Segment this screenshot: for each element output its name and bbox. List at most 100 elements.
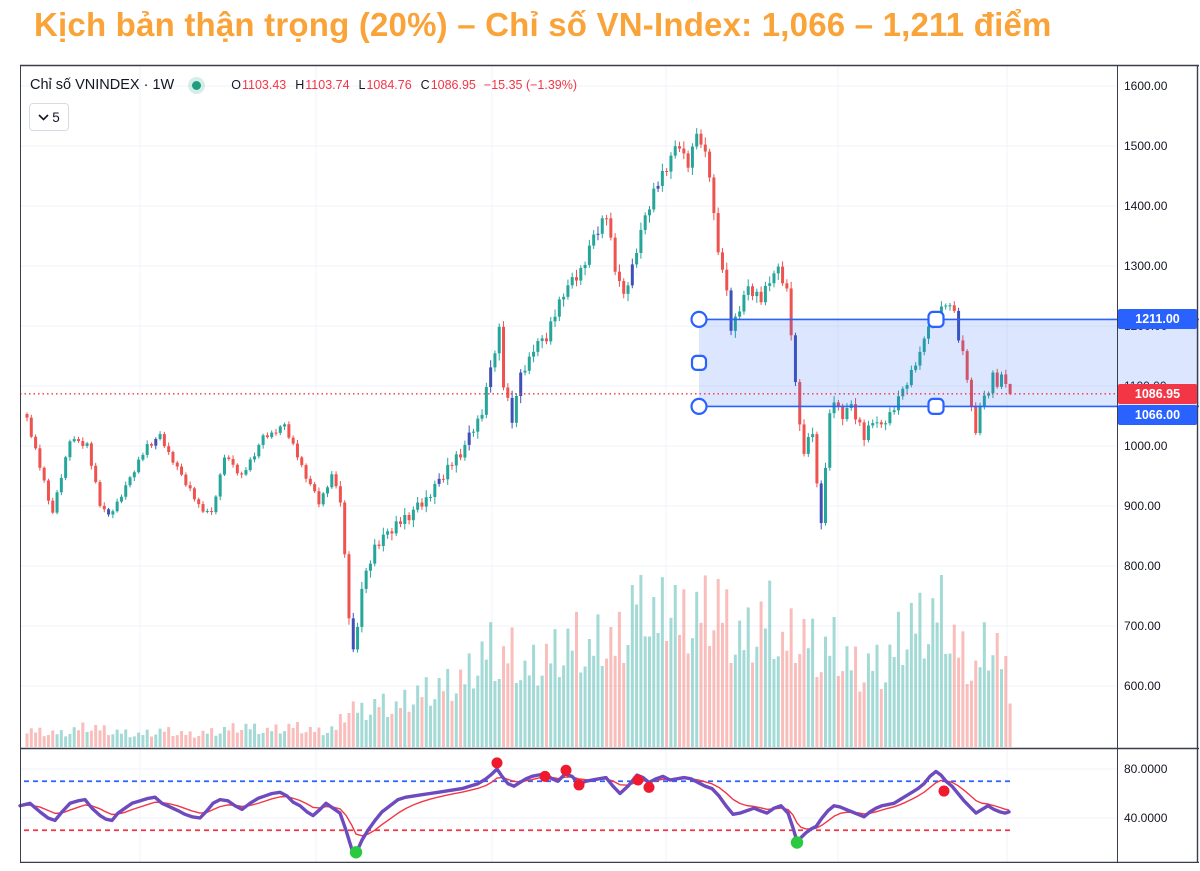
symbol-title[interactable]: Chỉ số VNINDEX · 1W	[30, 77, 175, 93]
volume-bar	[931, 598, 935, 747]
candle-body	[46, 480, 50, 501]
volume-bar	[373, 699, 377, 747]
volume-bar	[720, 622, 724, 747]
volume-bar	[115, 729, 119, 747]
candle-body	[424, 497, 428, 507]
candle-body	[905, 385, 909, 389]
y-axis-tick: 1600.00	[1124, 79, 1168, 93]
candle-body	[188, 485, 192, 489]
volume-bar	[587, 639, 591, 747]
volume-bar	[738, 620, 742, 747]
candle-body	[892, 410, 896, 413]
range-handle[interactable]	[690, 354, 708, 371]
candle-body	[1008, 383, 1012, 394]
volume-bar	[64, 736, 68, 747]
candle-body	[330, 474, 334, 488]
volume-bar	[635, 604, 639, 747]
candle-body	[167, 446, 171, 453]
candle-body	[523, 370, 527, 373]
candle-body	[506, 387, 510, 398]
candle-body	[42, 467, 46, 481]
volume-bar	[974, 660, 978, 747]
volume-bar	[751, 662, 755, 747]
candle-body	[231, 459, 235, 465]
volume-bar	[703, 575, 707, 747]
volume-bar	[480, 641, 484, 747]
volume-bar	[789, 608, 793, 747]
candle-body	[514, 395, 518, 423]
volume-bar	[862, 682, 866, 747]
volume-bar	[356, 712, 360, 747]
volume-bar	[270, 731, 274, 747]
volume-bar	[562, 665, 566, 747]
volume-bar	[540, 675, 544, 747]
volume-bar	[575, 611, 579, 747]
volume-bar	[828, 655, 832, 747]
rsi-axis-tick: 40.0000	[1124, 811, 1168, 825]
candle-body	[918, 351, 922, 366]
volume-bar	[845, 646, 849, 747]
volume-bar	[905, 649, 909, 747]
candle-body	[776, 266, 780, 274]
candle-body	[351, 618, 355, 650]
range-handle[interactable]	[927, 397, 945, 415]
volume-bar	[386, 717, 390, 747]
volume-bar	[961, 631, 965, 747]
volume-bar	[46, 734, 50, 747]
ohlc-values: O 1103.43 H 1103.74 L 1084.76 C 1086.95 −15.…	[231, 78, 577, 92]
candle-body	[798, 382, 802, 425]
series-marker-icon[interactable]	[188, 76, 206, 94]
candle-body	[377, 544, 381, 546]
volume-bar	[682, 589, 686, 747]
candle-body	[720, 252, 724, 270]
candle-body	[29, 417, 33, 437]
candle-body	[841, 406, 845, 420]
range-handle[interactable]	[927, 310, 945, 328]
volume-bar	[420, 697, 424, 747]
volume-bar	[240, 730, 244, 747]
volume-bar	[596, 614, 600, 747]
time-axis[interactable]	[20, 863, 1200, 871]
candle-body	[995, 372, 999, 387]
volume-bar	[523, 660, 527, 747]
volume-bar	[712, 630, 716, 747]
candle-body	[38, 448, 42, 468]
volume-bar	[708, 646, 712, 747]
y-axis-tick: 700.00	[1124, 619, 1161, 633]
candle-body	[982, 395, 986, 406]
range-handle[interactable]	[690, 397, 708, 415]
candle-body	[991, 372, 995, 394]
candle-body	[171, 452, 175, 463]
candle-body	[364, 570, 368, 589]
candle-body	[326, 487, 330, 494]
volume-bar	[888, 644, 892, 747]
candle-body	[557, 299, 561, 317]
candle-body	[34, 436, 38, 449]
candle-body	[25, 414, 29, 418]
candle-body	[283, 424, 287, 427]
candle-body	[896, 396, 900, 411]
candle-body	[862, 422, 866, 441]
candle-body	[914, 365, 918, 370]
range-handle[interactable]	[690, 310, 708, 328]
candle-body	[119, 496, 123, 502]
close-value: 1086.95	[430, 78, 476, 92]
legend-collapse-button[interactable]: 5	[29, 103, 69, 131]
candle-body	[180, 466, 184, 475]
candle-body	[562, 296, 566, 300]
volume-bar	[278, 733, 282, 747]
candle-body	[72, 439, 76, 442]
volume-bar	[630, 585, 634, 747]
volume-bar	[922, 658, 926, 747]
candle-body	[768, 283, 772, 286]
rsi-sell-dot	[643, 781, 655, 793]
price-range-box[interactable]	[699, 319, 1199, 407]
volume-bar	[484, 659, 488, 747]
candle-body	[270, 432, 274, 438]
volume-bar	[733, 654, 737, 747]
candle-body	[781, 266, 785, 284]
volume-bar	[149, 736, 153, 747]
volume-bar	[579, 672, 583, 747]
volume-bar	[836, 676, 840, 747]
